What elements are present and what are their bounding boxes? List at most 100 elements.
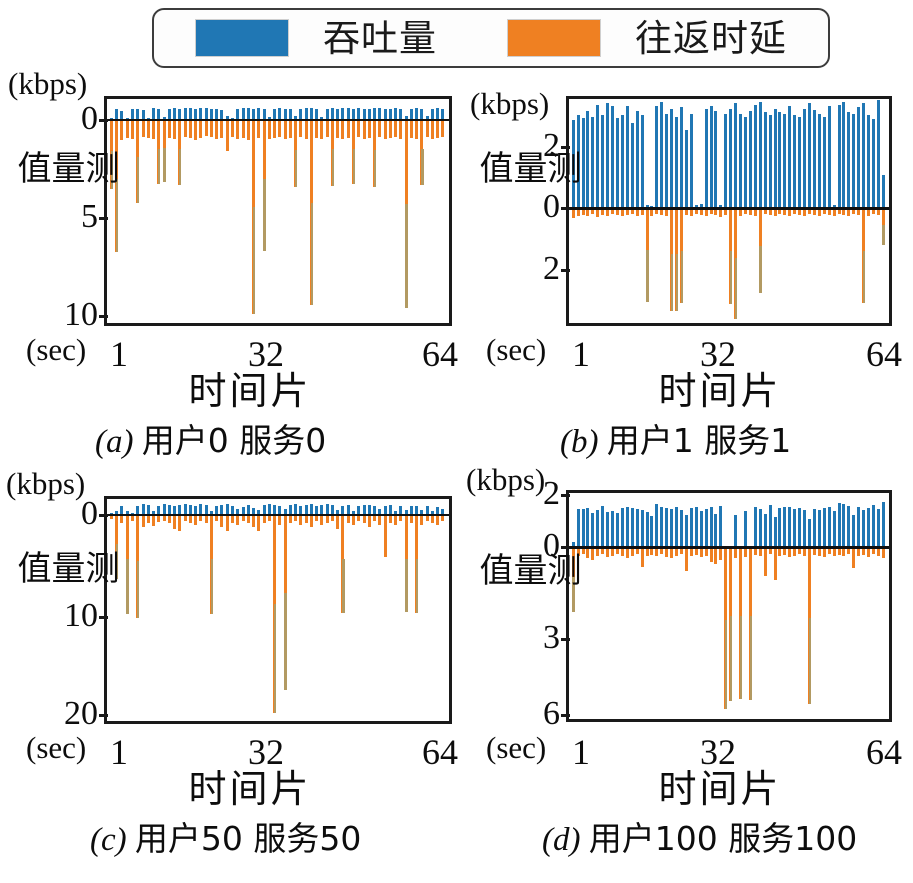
bar-throughput xyxy=(773,517,777,548)
y-tick-label-c-2: 20 xyxy=(64,695,98,733)
bar-throughput xyxy=(660,102,664,209)
bar-rtt xyxy=(131,514,135,521)
bar-throughput xyxy=(346,107,350,120)
bar-rtt xyxy=(684,208,688,215)
bar-rtt xyxy=(325,514,329,523)
bar-throughput xyxy=(655,105,659,209)
bar-throughput xyxy=(267,117,271,120)
bar-throughput xyxy=(199,504,203,515)
bar-rtt xyxy=(430,514,434,523)
bar-rtt xyxy=(225,514,229,531)
bar-rtt xyxy=(832,208,836,216)
bar-rtt-tail xyxy=(310,202,314,305)
bar-rtt xyxy=(694,208,698,215)
bar-throughput xyxy=(399,506,403,515)
zero-axis-line xyxy=(107,513,449,517)
bar-rtt xyxy=(162,514,166,521)
bar-rtt xyxy=(378,514,382,525)
bar-rtt xyxy=(640,547,644,567)
bar-rtt xyxy=(330,514,334,521)
bar-throughput xyxy=(596,509,600,548)
bar-rtt-tail xyxy=(110,150,114,189)
bar-throughput xyxy=(178,109,182,120)
x-tick-label-b-0: 1 xyxy=(572,334,590,374)
bar-throughput xyxy=(330,504,334,515)
bar-rtt xyxy=(704,208,708,216)
bar-rtt-tail xyxy=(210,559,214,614)
bar-throughput xyxy=(136,505,140,515)
bar-throughput xyxy=(283,108,287,120)
bar-throughput xyxy=(309,504,313,515)
bar-rtt xyxy=(309,514,313,527)
bar-rtt-tail xyxy=(284,593,287,690)
bar-throughput xyxy=(409,505,413,515)
bar-rtt xyxy=(399,119,403,140)
bar-throughput xyxy=(714,111,718,209)
bar-rtt xyxy=(436,119,440,139)
bar-throughput xyxy=(601,114,605,209)
bar-rtt xyxy=(684,547,688,571)
bar-rtt xyxy=(773,547,777,580)
x-tick-label-a-0: 1 xyxy=(110,334,128,374)
bar-throughput xyxy=(173,505,177,515)
bar-rtt xyxy=(822,547,826,557)
bar-rtt-tail xyxy=(373,149,377,187)
bar-rtt xyxy=(425,119,429,138)
bar-throughput xyxy=(246,108,250,120)
bar-rtt xyxy=(665,547,669,557)
bar-rtt xyxy=(586,208,590,216)
bar-throughput xyxy=(793,508,797,548)
bar-rtt xyxy=(183,514,187,521)
bar-throughput xyxy=(273,504,277,515)
x-tick-label-a-1: 32 xyxy=(248,334,284,374)
bar-rtt xyxy=(336,514,340,529)
bar-throughput xyxy=(862,103,866,209)
y-tick-mark xyxy=(99,513,108,517)
bar-throughput xyxy=(173,108,177,120)
throughput-swatch xyxy=(195,19,289,57)
bar-rtt xyxy=(299,514,303,525)
bar-throughput xyxy=(734,515,738,548)
x-tick-label-b-1: 32 xyxy=(700,334,736,374)
y-axis-label-b: 测量值 xyxy=(473,150,581,186)
bar-throughput xyxy=(309,108,313,120)
bar-rtt xyxy=(294,514,298,521)
bar-throughput xyxy=(611,510,615,548)
bar-throughput xyxy=(679,106,683,209)
legend-label-throughput: 吞吐量 xyxy=(323,16,437,60)
bar-rtt xyxy=(131,119,135,140)
bar-throughput xyxy=(257,510,261,515)
bar-throughput xyxy=(162,504,166,515)
bar-rtt xyxy=(373,514,377,521)
plot-area-c xyxy=(104,496,452,724)
caption-text-d: 用户100 服务100 xyxy=(588,819,858,858)
bar-throughput xyxy=(734,103,738,209)
bar-throughput xyxy=(798,116,802,209)
bar-rtt-tail xyxy=(342,558,345,614)
bar-throughput xyxy=(294,116,298,120)
bar-throughput xyxy=(852,113,856,209)
bar-rtt xyxy=(862,547,866,555)
y-tick-mark xyxy=(99,118,108,122)
bar-rtt xyxy=(183,119,187,138)
bar-throughput xyxy=(719,204,723,209)
legend-label-rtt: 往返时延 xyxy=(635,16,787,60)
bar-rtt xyxy=(857,208,861,215)
bar-throughput xyxy=(778,112,782,209)
bar-throughput xyxy=(822,116,826,209)
bar-rtt xyxy=(724,208,728,215)
bar-throughput xyxy=(262,109,266,120)
bar-rtt xyxy=(357,119,361,138)
bar-rtt xyxy=(109,514,113,519)
bar-rtt xyxy=(146,119,150,139)
bar-rtt xyxy=(753,547,757,555)
bar-throughput xyxy=(188,108,192,120)
bar-throughput xyxy=(367,505,371,515)
bar-throughput xyxy=(430,108,434,120)
bar-rtt xyxy=(778,547,782,556)
bar-throughput xyxy=(847,112,851,209)
bar-rtt xyxy=(832,547,836,556)
bar-rtt xyxy=(367,119,371,139)
bar-rtt xyxy=(709,547,713,563)
bar-throughput xyxy=(630,507,634,548)
